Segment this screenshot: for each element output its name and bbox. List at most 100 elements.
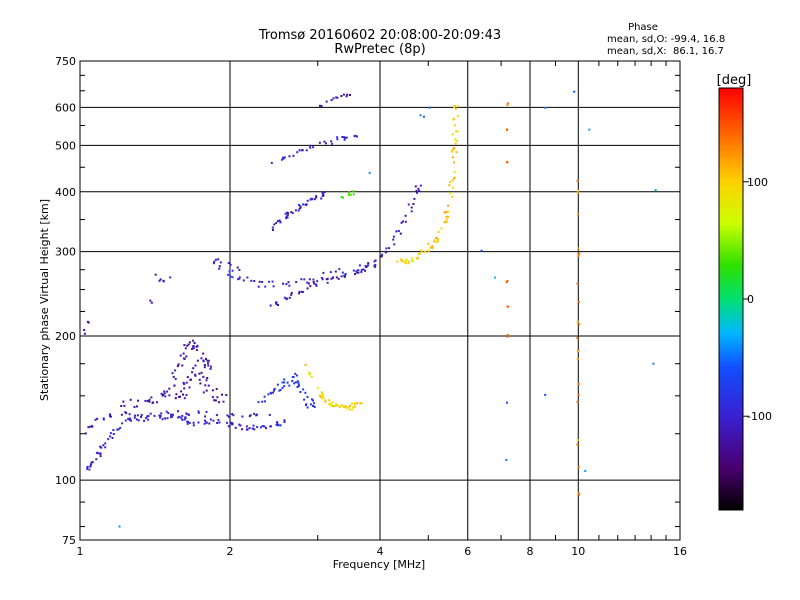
- data-point: [159, 414, 162, 417]
- data-point: [286, 381, 289, 384]
- data-point: [143, 419, 146, 422]
- data-point: [272, 391, 274, 394]
- data-point: [196, 359, 199, 362]
- data-point: [292, 376, 295, 379]
- data-point: [195, 345, 198, 348]
- data-point: [174, 397, 177, 400]
- data-point: [182, 381, 185, 384]
- data-point: [136, 414, 139, 417]
- x-tick-label: 8: [527, 545, 534, 558]
- data-point: [304, 364, 307, 366]
- data-point: [544, 106, 547, 109]
- colorbar-ticks: 100 0 -100: [743, 176, 772, 423]
- data-point: [312, 281, 315, 283]
- data-point: [270, 161, 273, 164]
- data-point: [104, 446, 107, 449]
- data-point: [364, 269, 367, 272]
- data-point: [431, 245, 434, 248]
- data-point: [312, 399, 314, 402]
- phase-colorbar: [718, 87, 744, 511]
- data-point: [120, 413, 123, 416]
- data-point: [320, 391, 323, 394]
- data-point: [316, 280, 319, 283]
- data-point: [231, 423, 234, 426]
- data-point: [156, 401, 158, 404]
- data-point: [209, 367, 212, 370]
- data-point: [109, 435, 112, 438]
- data-point: [335, 402, 338, 405]
- data-point: [396, 260, 399, 263]
- data-point: [309, 403, 312, 406]
- data-point: [229, 422, 232, 425]
- data-point: [285, 298, 288, 301]
- data-point: [208, 422, 211, 425]
- data-point: [225, 394, 228, 396]
- data-point: [229, 275, 232, 278]
- data-point: [207, 384, 210, 387]
- data-point: [241, 428, 244, 431]
- data-point: [192, 367, 195, 370]
- data-point: [443, 221, 446, 224]
- data-point: [452, 186, 454, 189]
- data-point: [261, 425, 264, 427]
- data-point: [186, 422, 189, 425]
- data-point: [652, 362, 655, 365]
- data-point: [202, 391, 205, 394]
- data-point: [311, 398, 313, 401]
- data-point: [129, 417, 131, 420]
- data-point: [269, 304, 272, 307]
- data-point: [238, 268, 241, 271]
- data-point: [183, 397, 186, 400]
- data-point: [402, 220, 404, 223]
- data-point: [302, 388, 305, 391]
- data-point: [324, 142, 327, 145]
- data-point: [164, 395, 167, 398]
- data-point: [136, 405, 138, 408]
- data-point: [330, 99, 333, 102]
- data-point: [245, 425, 248, 428]
- data-point: [334, 270, 337, 273]
- data-point: [166, 390, 169, 393]
- data-point: [332, 276, 334, 279]
- data-point: [288, 296, 291, 299]
- data-point: [107, 438, 110, 441]
- data-point: [95, 451, 98, 454]
- data-point: [214, 399, 217, 402]
- data-point: [313, 282, 316, 285]
- data-point: [577, 383, 580, 385]
- data-point: [367, 262, 370, 265]
- data-point: [573, 90, 576, 93]
- data-point: [343, 138, 346, 141]
- data-point: [288, 284, 291, 287]
- data-point: [320, 277, 323, 279]
- data-point: [203, 364, 206, 366]
- data-point: [334, 404, 337, 407]
- data-point: [294, 372, 297, 375]
- data-point: [127, 417, 130, 420]
- data-point: [445, 221, 448, 223]
- data-point: [271, 226, 274, 229]
- data-point: [202, 359, 205, 362]
- data-point: [205, 389, 208, 392]
- data-point: [283, 419, 286, 422]
- data-point: [226, 414, 229, 417]
- data-point: [245, 428, 248, 431]
- data-point: [311, 198, 314, 200]
- data-point: [149, 299, 152, 302]
- data-point: [186, 344, 189, 347]
- data-point: [168, 387, 171, 390]
- data-point: [352, 193, 355, 196]
- data-point: [192, 339, 195, 342]
- data-point: [452, 146, 455, 149]
- data-point: [253, 412, 256, 415]
- data-point: [178, 415, 181, 418]
- data-point: [163, 390, 166, 393]
- data-point: [204, 415, 207, 418]
- data-point: [194, 374, 197, 377]
- data-point: [313, 198, 316, 201]
- data-point: [410, 210, 413, 213]
- data-point: [200, 371, 203, 374]
- data-point: [128, 413, 131, 416]
- data-point: [336, 404, 339, 407]
- data-point: [322, 193, 325, 195]
